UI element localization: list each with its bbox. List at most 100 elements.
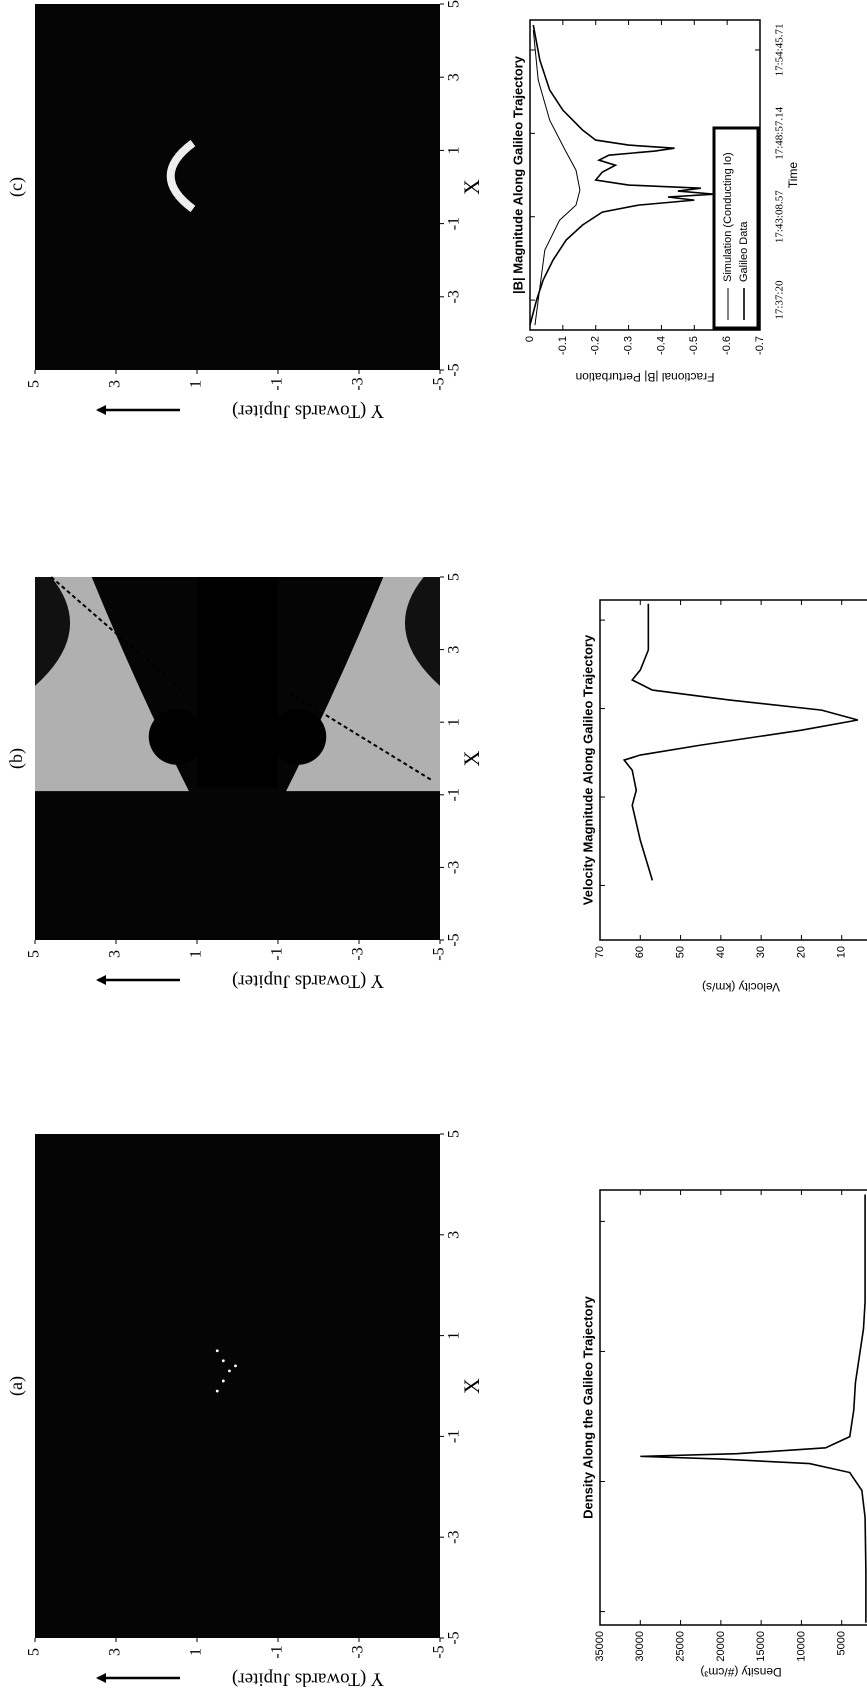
x-tick-label: -1 — [446, 1430, 463, 1443]
simulation-feature — [270, 708, 327, 765]
x-axis-label: X — [459, 750, 484, 766]
x-tick-label: -3 — [446, 861, 463, 874]
y-tick-label: 3 — [107, 1648, 124, 1656]
data-line — [640, 1194, 867, 1623]
y-tick-label: -3 — [350, 377, 367, 390]
y-tick-label: -5 — [431, 947, 448, 960]
legend-box — [712, 126, 760, 330]
panel-label: (b) — [6, 748, 27, 769]
y-tick-label: -0.4 — [655, 336, 667, 355]
y-tick-label: 35000 — [594, 1631, 606, 1662]
x-axis-label: X — [459, 1378, 484, 1394]
y-axis-label: Fractional |B| Perturbation — [576, 370, 715, 384]
simulation-feature — [221, 1359, 225, 1363]
y-tick-label: 10 — [836, 946, 848, 958]
x-tick-label: 5 — [446, 0, 463, 8]
data-line — [532, 30, 581, 326]
legend-label: Galileo Data — [738, 221, 750, 282]
simulation-feature — [215, 1349, 219, 1353]
y-tick-label: -1 — [269, 1645, 286, 1658]
simulation-image — [35, 4, 440, 370]
y-tick-label: 5 — [26, 1648, 43, 1656]
chart-title: Velocity Magnitude Along Galileo Traject… — [580, 634, 595, 905]
y-tick-label: 5 — [26, 950, 43, 958]
simulation-image — [35, 1134, 440, 1638]
x-tick-label: 17:54:45.71 — [774, 24, 786, 77]
y-tick-label: -3 — [350, 947, 367, 960]
y-tick-label: -1 — [269, 377, 286, 390]
simulation-feature — [148, 708, 205, 765]
x-tick-label: 17:48:57.14 — [774, 106, 786, 159]
y-tick-label: 5 — [26, 380, 43, 388]
y-axis-label: Velocity (km/s) — [702, 980, 780, 994]
y-tick-label: 30000 — [634, 1631, 646, 1662]
simulation-feature — [404, 577, 440, 686]
y-tick-label: 30 — [755, 946, 767, 958]
x-tick-label: -3 — [446, 290, 463, 303]
y-tick-label: 50 — [674, 946, 686, 958]
y-axis-label: Density (#/cm³) — [700, 1665, 781, 1679]
y-tick-label: 25000 — [674, 1631, 686, 1662]
y-tick-label: -0.3 — [622, 336, 634, 355]
y-tick-label: 5000 — [836, 1631, 848, 1655]
y-tick-label: 20000 — [715, 1631, 727, 1662]
x-tick-label: -1 — [446, 217, 463, 230]
y-tick-label: -5 — [431, 377, 448, 390]
chart-title: Density Along the Galileo Trajectory — [580, 1295, 595, 1519]
panel-label: (c) — [6, 177, 27, 197]
x-tick-label: -3 — [446, 1531, 463, 1544]
x-tick-label: 3 — [446, 1231, 463, 1239]
panel-label: (a) — [6, 1376, 27, 1396]
y-tick-label: -3 — [350, 1645, 367, 1658]
x-tick-label: 1 — [446, 146, 463, 154]
y-tick-label: 3 — [107, 380, 124, 388]
y-tick-label: -0.6 — [721, 336, 733, 355]
rotated-page: (a) -5 -3 -1 1 3 5 X -5 -3 -1 1 3 5 Y (Towards Jupiter… — [6, 0, 867, 1690]
x-tick-label: 17:37:20 — [774, 280, 786, 320]
simulation-feature — [228, 1369, 231, 1373]
simulation-feature — [215, 1389, 219, 1393]
y-tick-label: -1 — [269, 947, 286, 960]
x-tick-label: 3 — [446, 73, 463, 81]
y-tick-label: 15000 — [755, 1631, 767, 1662]
y-tick-label: 3 — [107, 950, 124, 958]
y-tick-label: -0.5 — [688, 336, 700, 355]
x-tick-label: -5 — [446, 363, 463, 376]
y-tick-label: -0.1 — [557, 336, 569, 355]
y-tick-label: -5 — [431, 1645, 448, 1658]
x-tick-label: 3 — [446, 646, 463, 654]
y-axis-label: Y (Towards Jupiter) — [232, 971, 384, 992]
simulation-feature — [197, 576, 278, 788]
x-tick-label: -5 — [446, 1631, 463, 1644]
y-tick-label: 70 — [594, 946, 606, 958]
simulation-feature — [234, 1364, 237, 1368]
legend-label: Simulation (Conducting Io) — [722, 152, 734, 282]
simulation-feature — [221, 1379, 225, 1383]
data-line — [622, 603, 859, 881]
x-axis-label: X — [459, 179, 484, 195]
x-tick-label: 5 — [446, 1130, 463, 1138]
y-tick-label: 40 — [715, 946, 727, 958]
plot-frame — [599, 599, 867, 941]
y-tick-label: 10000 — [795, 1631, 807, 1662]
simulation-feature — [166, 139, 196, 213]
plot-frame — [529, 19, 761, 331]
y-tick-label: 1 — [188, 950, 205, 958]
x-tick-label: 1 — [446, 1332, 463, 1340]
y-tick-label: 0 — [524, 336, 536, 342]
y-axis-label: Y (Towards Jupiter) — [232, 401, 384, 422]
x-tick-label: -5 — [446, 933, 463, 946]
y-axis-label: Y (Towards Jupiter) — [232, 1669, 384, 1690]
chart-title: |B| Magnitude Along Galileo Trajectory — [510, 55, 525, 294]
y-tick-label: 20 — [795, 946, 807, 958]
x-tick-label: 5 — [446, 573, 463, 581]
x-tick-label: 1 — [446, 718, 463, 726]
y-tick-label: 1 — [188, 380, 205, 388]
data-line — [529, 24, 715, 326]
x-tick-label: -1 — [446, 788, 463, 801]
simulation-feature — [35, 577, 71, 686]
plot-frame — [599, 1189, 867, 1626]
x-axis-label: Time — [786, 162, 800, 189]
